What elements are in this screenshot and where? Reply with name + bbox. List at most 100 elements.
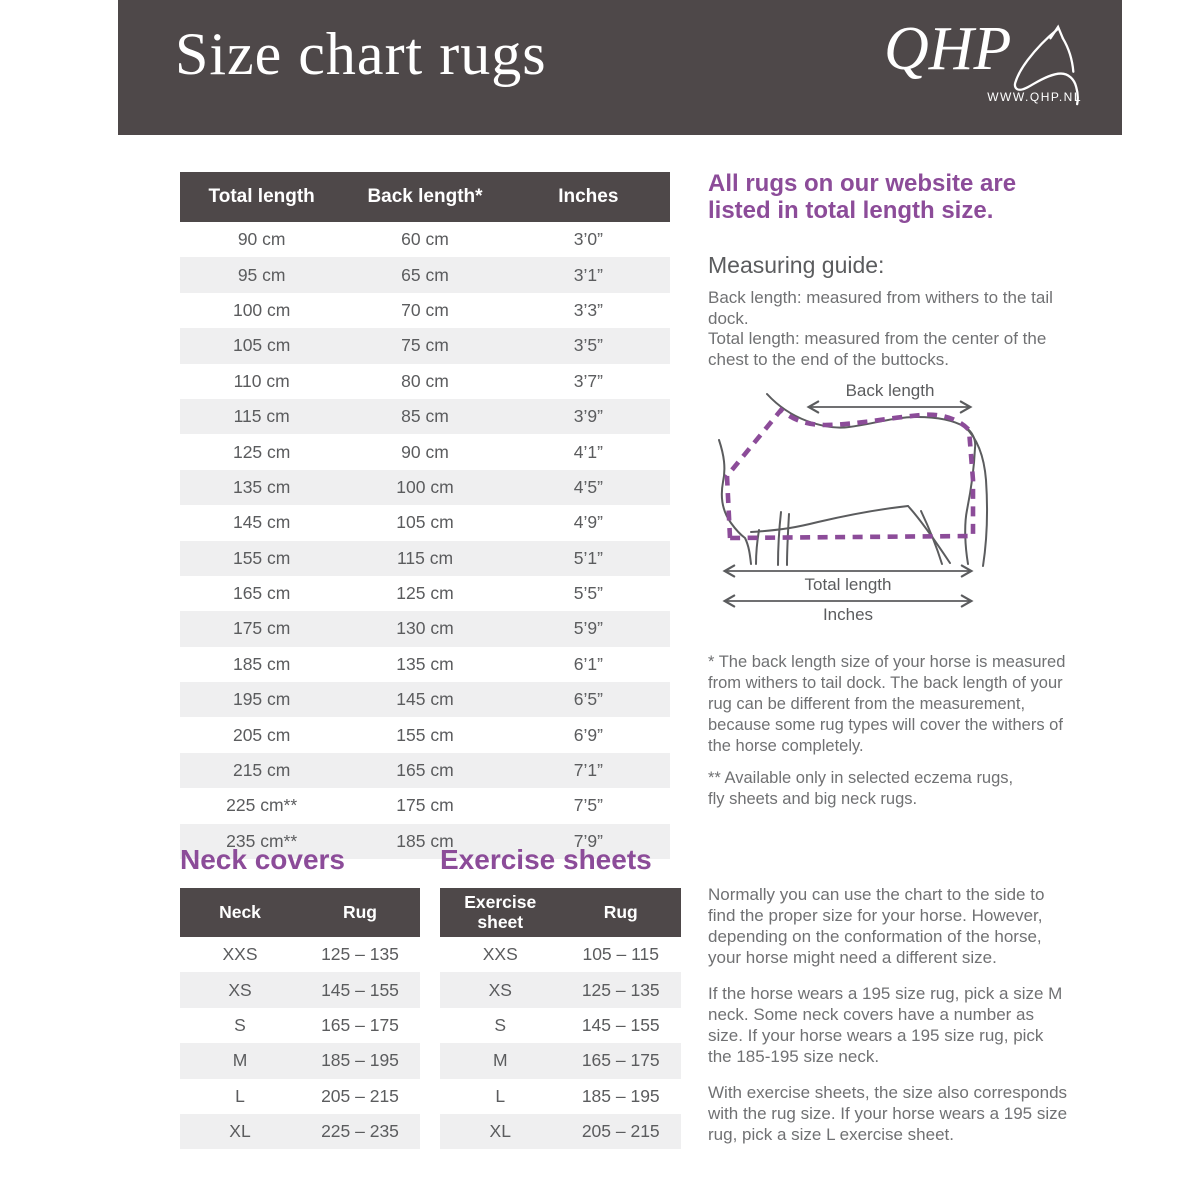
table-cell: 3’1” <box>573 264 603 285</box>
table-cell: 85 cm <box>401 406 449 427</box>
table-cell: 185 – 195 <box>581 1085 660 1106</box>
table-cell: 175 cm <box>232 618 291 639</box>
table-cell: 60 cm <box>401 229 449 250</box>
table-cell: 165 cm <box>232 583 291 604</box>
table-cell: 105 – 115 <box>582 944 660 965</box>
table-cell: L <box>495 1085 506 1106</box>
table-cell: 205 – 215 <box>321 1085 399 1106</box>
table-row: XL 205 – 215 <box>440 1113 681 1150</box>
table-row: 145 cm 105 cm 4’9” <box>180 505 670 540</box>
table-cell: M <box>492 1050 508 1071</box>
table-cell: 5’5” <box>573 583 603 604</box>
table-row: 125 cm 90 cm 4’1” <box>180 434 670 469</box>
table-row: XS 125 – 135 <box>440 972 681 1008</box>
table-row: 175 cm 130 cm 5’9” <box>180 611 670 647</box>
qhp-logo-url: WWW.QHP.NL <box>987 90 1082 104</box>
horse-measuring-diagram: Back length Total length Inches <box>703 380 998 630</box>
table-row: 95 cm 65 cm 3’1” <box>180 257 670 293</box>
table-cell: 125 – 135 <box>321 944 399 965</box>
table-cell: 185 cm <box>232 653 291 674</box>
neck-covers-title: Neck covers <box>180 844 346 875</box>
table-cell: 4’1” <box>573 441 603 462</box>
size-table-body: 90 cm 60 cm 3’0” 95 cm 65 cm 3’1” 100 cm 70 cm 3… <box>180 222 670 860</box>
advice-paragraph-3: With exercise sheets, the size also corr… <box>708 1083 1068 1144</box>
table-cell: 235 cm** <box>226 830 298 851</box>
horse-head-icon <box>1013 24 1079 106</box>
table-row: 215 cm 165 cm 7’1” <box>180 752 670 789</box>
table-cell: 125 – 135 <box>581 979 660 1000</box>
neck-covers-header: Neck Rug <box>180 888 420 937</box>
table-cell: M <box>232 1050 248 1071</box>
table-row: S 145 – 155 <box>440 1008 681 1043</box>
rug-outline <box>724 406 976 541</box>
table-cell: 7’1” <box>573 760 603 781</box>
neck-covers-body: XXS 125 – 135 XS 145 – 155 S 165 – 175 M 185 – … <box>180 937 420 1150</box>
table-cell: XS <box>488 979 512 1000</box>
table-cell: 115 cm <box>233 406 290 427</box>
horse-diagram-svg: Back length Total length Inches <box>718 381 988 624</box>
table-cell: 6’1” <box>573 653 603 674</box>
table-cell: 95 cm <box>237 264 286 285</box>
col-neck: Neck <box>180 888 300 937</box>
page-title: Size chart rugs <box>175 21 547 87</box>
table-row: 195 cm 145 cm 6’5” <box>180 682 670 718</box>
table-row: 155 cm 115 cm 5’1” <box>180 540 670 576</box>
table-cell: 100 cm <box>232 299 291 320</box>
table-cell: 90 cm <box>237 229 286 250</box>
table-cell: 90 cm <box>401 441 449 462</box>
table-cell: 100 cm <box>396 476 454 497</box>
table-cell: 225 cm** <box>226 795 298 816</box>
table-row: 165 cm 125 cm 5’5” <box>180 576 670 611</box>
table-cell: 145 – 155 <box>321 979 399 1000</box>
table-cell: 65 cm <box>401 264 449 285</box>
table-cell: 110 cm <box>233 370 290 391</box>
table-row: 185 cm 135 cm 6’1” <box>180 647 670 682</box>
table-cell: 195 cm <box>232 689 291 710</box>
table-cell: 5’1” <box>573 547 603 568</box>
table-row: M 165 – 175 <box>440 1043 681 1079</box>
table-cell: 165 – 175 <box>581 1050 660 1071</box>
qhp-logo: QHP WWW.QHP.NL <box>884 15 1084 112</box>
table-cell: XXS <box>482 944 518 965</box>
table-cell: 7’5” <box>573 795 603 816</box>
table-cell: 155 cm <box>396 724 454 745</box>
table-row: 90 cm 60 cm 3’0” <box>180 222 670 257</box>
table-row: 205 cm 155 cm 6’9” <box>180 717 670 752</box>
table-cell: 6’5” <box>573 689 603 710</box>
table-cell: 145 – 155 <box>581 1014 660 1035</box>
header-banner: Size chart rugs QHP WWW.QHP.NL <box>118 0 1122 135</box>
table-row: 135 cm 100 cm 4’5” <box>180 469 670 506</box>
table-row: XXS 125 – 135 <box>180 937 420 972</box>
diagram-labels: Back length Total length Inches <box>805 381 935 624</box>
measure-arrows <box>722 400 974 608</box>
table-row: 100 cm 70 cm 3’3” <box>180 293 670 328</box>
measuring-guide-text: Back length: measured from withers to th… <box>708 288 1053 370</box>
table-cell: 135 cm <box>396 653 454 674</box>
table-row: 105 cm 75 cm 3’5” <box>180 328 670 364</box>
table-cell: 6’9” <box>573 724 603 745</box>
table-cell: 185 cm <box>396 830 454 851</box>
table-row: 115 cm 85 cm 3’9” <box>180 398 670 435</box>
table-cell: XXS <box>222 944 258 965</box>
table-cell: 185 – 195 <box>321 1050 399 1071</box>
table-cell: XL <box>489 1121 511 1142</box>
back-length-label: Back length <box>846 381 935 400</box>
table-cell: 105 cm <box>232 335 291 356</box>
advice-paragraph-2: If the horse wears a 195 size rug, pick … <box>708 984 1063 1066</box>
col-back-length: Back length* <box>343 172 507 222</box>
table-cell: XL <box>229 1121 251 1142</box>
size-table: Total length Back length* Inches 90 cm 60… <box>180 172 670 860</box>
table-row: 110 cm 80 cm 3’7” <box>180 364 670 399</box>
table-cell: 130 cm <box>396 618 454 639</box>
table-cell: 175 cm <box>396 795 454 816</box>
total-length-label: Total length <box>805 575 892 594</box>
footnote-availability: ** Available only in selected eczema rug… <box>708 769 1014 808</box>
table-cell: 5’9” <box>573 618 603 639</box>
qhp-logo-text: QHP <box>884 15 1012 83</box>
neck-covers-table: Neck Rug XXS 125 – 135 XS 145 – 155 S 165 – 1… <box>180 888 420 1150</box>
exercise-sheets-body: XXS 105 – 115 XS 125 – 135 S 145 – 155 M 165 – … <box>440 937 681 1150</box>
horse-outline <box>718 393 988 567</box>
intro-section: All rugs on our website are listed in to… <box>708 170 1053 371</box>
size-table-header: Total length Back length* Inches <box>180 172 670 222</box>
inches-label: Inches <box>823 605 873 624</box>
